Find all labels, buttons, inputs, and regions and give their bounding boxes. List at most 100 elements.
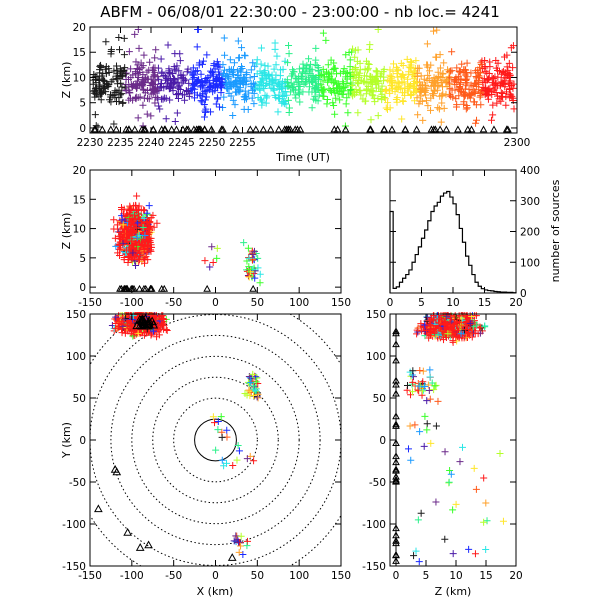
y-tick-label: -50 <box>369 477 386 489</box>
station-marker <box>123 284 131 292</box>
source-marker <box>180 91 188 99</box>
source-marker <box>237 62 245 70</box>
source-marker <box>197 97 205 105</box>
source-marker <box>245 266 253 274</box>
source-marker <box>293 78 301 86</box>
y-tick-label: 15 <box>73 47 86 59</box>
source-marker <box>235 447 243 455</box>
source-marker <box>305 55 313 63</box>
y-tick-label: 300 <box>520 196 540 208</box>
source-marker <box>503 88 511 96</box>
time-height-frame <box>89 26 518 134</box>
source-marker <box>113 315 121 323</box>
source-marker <box>147 241 155 249</box>
source-marker <box>460 66 468 74</box>
source-marker <box>221 51 229 59</box>
source-marker <box>484 92 492 100</box>
source-marker <box>97 61 105 69</box>
source-marker <box>200 87 208 95</box>
source-marker <box>190 89 198 97</box>
source-marker <box>292 94 300 102</box>
source-marker <box>208 243 216 251</box>
source-marker <box>481 62 489 70</box>
plan-view-panel: -150 -100 -50 0 50 100 150-150-100-50050100150… <box>60 309 351 598</box>
station-marker <box>106 125 115 133</box>
source-marker <box>287 79 295 87</box>
source-marker <box>174 94 182 102</box>
source-marker <box>213 94 221 102</box>
source-marker <box>335 84 343 92</box>
source-marker <box>476 93 484 101</box>
source-marker <box>198 77 206 85</box>
source-marker <box>193 43 201 51</box>
source-marker <box>281 97 289 105</box>
y-tick-label: 15 <box>73 194 86 206</box>
source-marker <box>132 206 140 214</box>
source-marker <box>420 75 428 83</box>
source-marker <box>356 59 364 67</box>
source-marker <box>137 59 145 67</box>
source-marker <box>239 80 247 88</box>
source-marker <box>357 76 365 84</box>
source-marker <box>140 235 148 243</box>
source-marker <box>209 259 217 267</box>
source-marker <box>175 67 183 75</box>
source-marker <box>510 80 518 88</box>
source-marker <box>416 367 424 375</box>
station-marker <box>130 125 139 133</box>
source-marker <box>497 89 505 97</box>
source-marker <box>98 89 106 97</box>
source-marker <box>273 52 281 60</box>
source-marker <box>125 229 133 237</box>
source-marker <box>212 100 220 108</box>
x-tick-label: 150 <box>331 297 351 309</box>
source-marker <box>348 81 356 89</box>
source-marker <box>321 73 329 81</box>
source-marker <box>327 88 335 96</box>
source-marker <box>386 71 394 79</box>
source-marker <box>423 40 431 48</box>
source-marker <box>130 253 138 261</box>
source-marker <box>372 67 380 75</box>
source-marker <box>436 51 444 59</box>
source-marker <box>472 73 480 81</box>
source-marker <box>382 104 390 112</box>
source-marker <box>190 80 198 88</box>
station-marker <box>135 542 145 551</box>
source-marker <box>228 66 236 74</box>
source-marker <box>312 56 320 64</box>
source-marker <box>273 82 281 90</box>
source-marker <box>459 443 467 451</box>
source-marker <box>372 73 380 81</box>
source-marker <box>347 86 355 94</box>
source-marker <box>138 75 146 83</box>
source-marker <box>295 65 303 73</box>
source-marker <box>285 109 293 117</box>
source-marker <box>209 88 217 96</box>
source-marker <box>119 221 127 229</box>
source-marker <box>322 68 330 76</box>
source-marker <box>129 249 137 257</box>
source-marker <box>158 68 166 76</box>
source-marker <box>381 95 389 103</box>
source-marker <box>176 86 184 94</box>
source-marker <box>363 72 371 80</box>
x-tick-label: 15 <box>479 570 492 582</box>
x-tick-label: 2240 <box>138 137 165 149</box>
source-marker <box>152 46 160 54</box>
source-marker <box>213 244 221 252</box>
source-marker <box>125 206 133 214</box>
x-tick-label: 150 <box>331 570 351 582</box>
source-marker <box>510 105 518 113</box>
source-marker <box>424 381 432 389</box>
station-marker <box>112 125 121 133</box>
time-height-ticks: 2230 2235 2240 2245 2250 2255 2300 0 5 10 15 20 <box>73 22 531 149</box>
source-marker <box>160 94 168 102</box>
source-marker <box>339 78 347 86</box>
source-marker <box>125 214 133 222</box>
range-ring <box>90 314 341 566</box>
source-marker <box>264 62 272 70</box>
source-marker <box>153 87 161 95</box>
source-marker <box>251 274 259 282</box>
source-marker <box>403 382 411 390</box>
